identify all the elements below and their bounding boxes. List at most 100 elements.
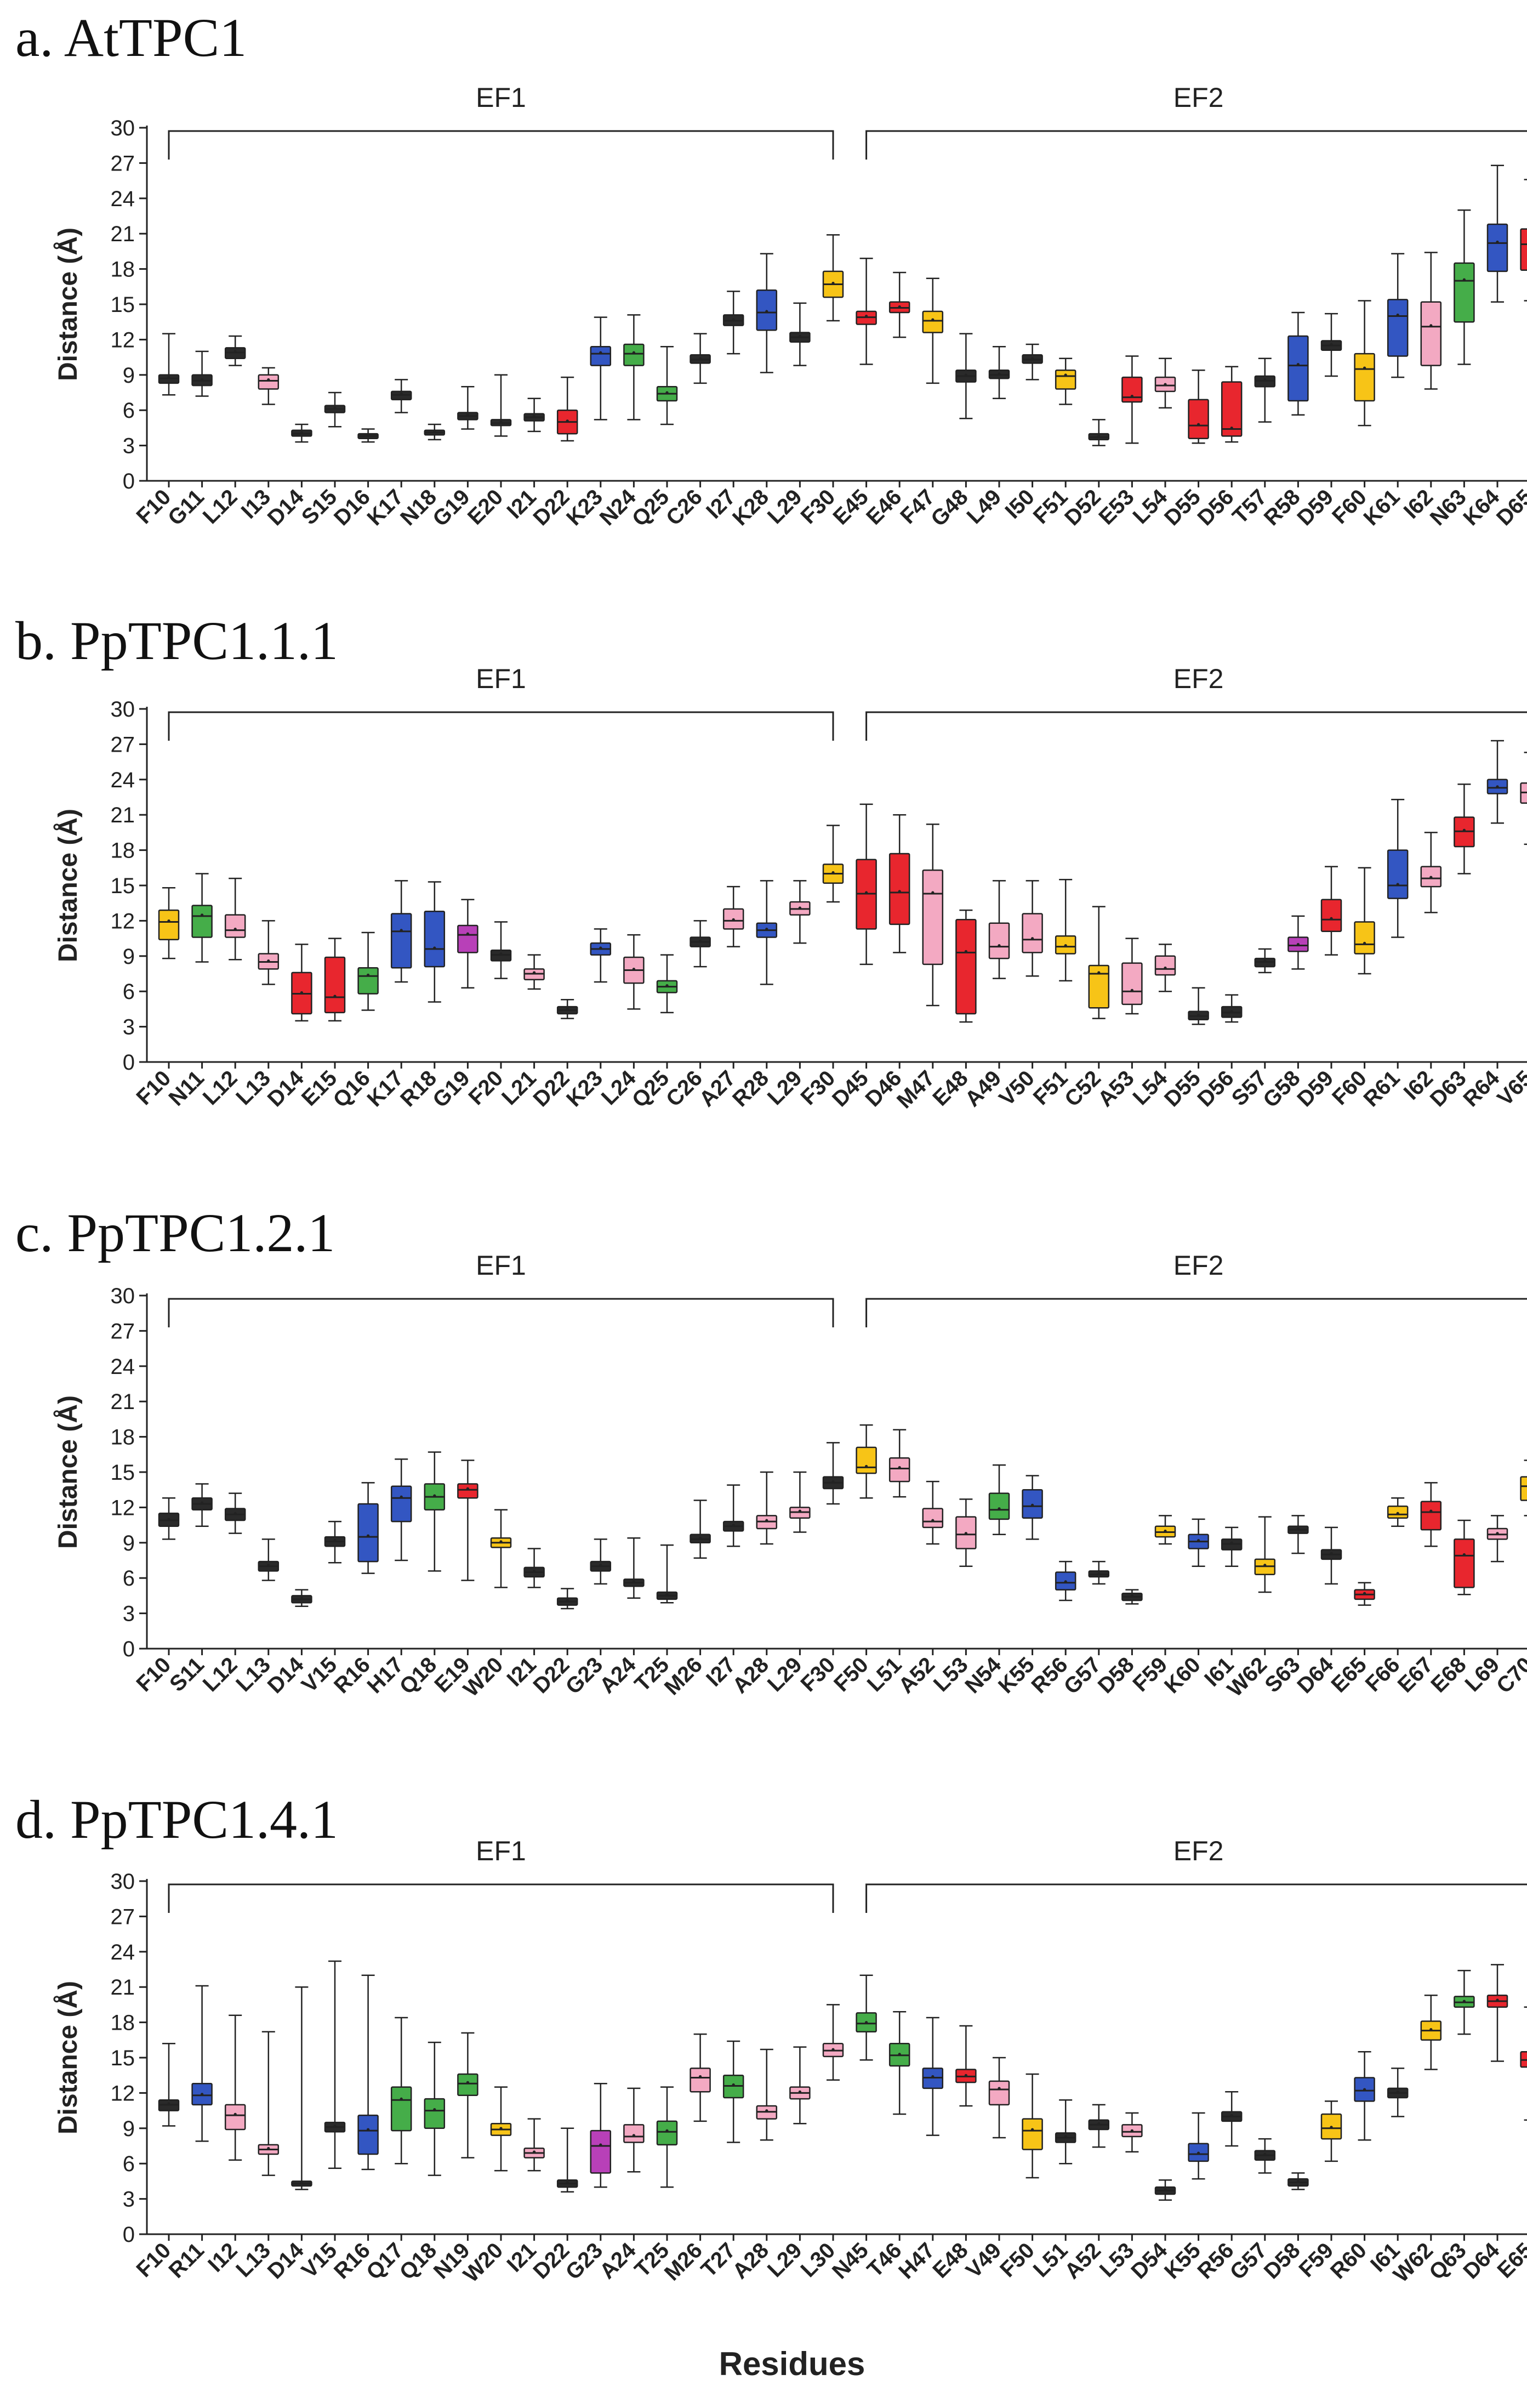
- box-a-d56: [1221, 366, 1243, 443]
- x-tick-label: L69: [1461, 1652, 1505, 1696]
- mean-dot: [765, 1519, 768, 1522]
- box-b-l12: [224, 877, 246, 961]
- mean-dot: [466, 413, 470, 417]
- mean-dot: [1462, 2000, 1466, 2003]
- box-iqr: [1121, 962, 1143, 1006]
- y-tick-label: 9: [123, 1531, 135, 1555]
- mean-dot: [1230, 426, 1233, 430]
- mean-dot: [433, 2108, 436, 2111]
- y-tick-label: 0: [123, 1050, 135, 1075]
- box-d-v49: [988, 2057, 1010, 2139]
- box-d-t46: [888, 2011, 910, 2115]
- panel-d-title: d. PpTPC1.4.1: [15, 1789, 338, 1850]
- mean-dot: [765, 2109, 768, 2112]
- mean-dot: [233, 1512, 237, 1515]
- x-tick-label: L51: [863, 1652, 907, 1696]
- y-tick-label: 18: [111, 839, 135, 863]
- box-iqr: [1088, 964, 1110, 1009]
- box-a-i13: [258, 367, 280, 405]
- mean-dot: [333, 995, 337, 998]
- mean-dot: [1064, 944, 1067, 947]
- box-a-t57: [1254, 357, 1276, 423]
- box-c-i27: [722, 1484, 744, 1547]
- panel-b-title: b. PpTPC1.1.1: [15, 610, 338, 671]
- box-b-q16: [357, 932, 379, 1011]
- box-b-r18: [424, 881, 446, 1003]
- box-iqr: [690, 2068, 711, 2093]
- box-b-l21: [523, 954, 545, 990]
- box-a-i62: [1420, 252, 1442, 390]
- mean-dot: [931, 318, 935, 321]
- box-c-e65: [1354, 1582, 1375, 1606]
- y-tick-label: 15: [111, 2046, 135, 2070]
- mean-dot: [1130, 989, 1133, 992]
- box-a-d52: [1088, 419, 1110, 446]
- box-d-w20: [490, 2086, 512, 2172]
- region-bracket-ef2: [865, 1298, 1527, 1327]
- box-a-n24: [623, 314, 645, 421]
- box-b-f60: [1354, 867, 1375, 975]
- box-c-d64: [1320, 1526, 1342, 1585]
- panel-c-plot: 0 3 6 9 12 15 18 21 24 27 30 Distance (Å) EF1 EF2 F10S…: [53, 1250, 1527, 1702]
- mean-dot: [1496, 1532, 1499, 1535]
- box-d-d22: [556, 2127, 578, 2193]
- x-tick-label: L13: [231, 1066, 275, 1110]
- mean-dot: [1064, 373, 1067, 377]
- y-tick-label: 6: [123, 399, 135, 423]
- box-b-i62: [1420, 832, 1442, 913]
- x-tick-label: L53: [929, 1652, 973, 1696]
- box-a-i50: [1022, 343, 1043, 380]
- y-tick-label: 0: [123, 1637, 135, 1661]
- x-tick-label: L53: [1095, 2238, 1139, 2282]
- mean-dot: [1097, 2122, 1101, 2125]
- y-tick-label: 27: [111, 1905, 135, 1929]
- box-c-i21: [523, 1548, 545, 1588]
- box-b-n11: [191, 873, 213, 963]
- y-tick-label: 3: [123, 1602, 135, 1626]
- box-a-i27: [722, 291, 744, 355]
- mean-dot: [699, 939, 702, 942]
- mean-dot: [964, 950, 967, 953]
- box-d-e48: [955, 2025, 977, 2107]
- mean-dot: [998, 372, 1001, 376]
- region-label-ef1: EF1: [476, 1250, 526, 1281]
- mean-dot: [831, 2048, 835, 2051]
- box-iqr: [390, 2086, 412, 2132]
- box-d-f59: [1320, 2100, 1342, 2162]
- box-iqr: [623, 2124, 645, 2143]
- box-b-d59: [1320, 866, 1342, 956]
- box-d-r60: [1354, 2051, 1375, 2141]
- box-b-a27: [722, 885, 744, 947]
- x-tick-label: F60: [1327, 1066, 1371, 1110]
- box-b-v65: [1520, 752, 1527, 845]
- y-tick-label: 9: [123, 364, 135, 388]
- box-iqr: [457, 2073, 478, 2096]
- mean-dot: [964, 2074, 967, 2077]
- mean-dot: [1130, 2129, 1133, 2132]
- mean-dot: [632, 1580, 635, 1583]
- box-c-g57: [1088, 1560, 1110, 1585]
- box-d-k55: [1188, 2112, 1209, 2180]
- mean-dot: [1031, 1503, 1034, 1507]
- mean-dot: [201, 913, 204, 917]
- x-tick-label: L29: [763, 2238, 807, 2282]
- x-tick-label: L12: [198, 1652, 242, 1696]
- box-c-e67: [1420, 1482, 1442, 1547]
- box-iqr: [988, 1492, 1010, 1520]
- box-iqr: [1454, 262, 1475, 323]
- mean-dot: [599, 2143, 602, 2146]
- y-tick-label: 6: [123, 980, 135, 1004]
- box-c-l13: [258, 1538, 280, 1581]
- x-tick-label: W20: [459, 1652, 508, 1701]
- mean-dot: [533, 414, 536, 418]
- mean-dot: [599, 946, 602, 950]
- mean-dot: [466, 932, 470, 935]
- mean-dot: [1396, 1512, 1399, 1515]
- box-b-l24: [623, 934, 645, 1010]
- y-tick-label: 18: [111, 1426, 135, 1450]
- box-a-s15: [324, 391, 346, 428]
- x-tick-label: L13: [231, 2238, 275, 2282]
- mean-dot: [732, 2083, 735, 2087]
- box-a-d59: [1320, 313, 1342, 377]
- box-d-n45: [856, 1974, 877, 2061]
